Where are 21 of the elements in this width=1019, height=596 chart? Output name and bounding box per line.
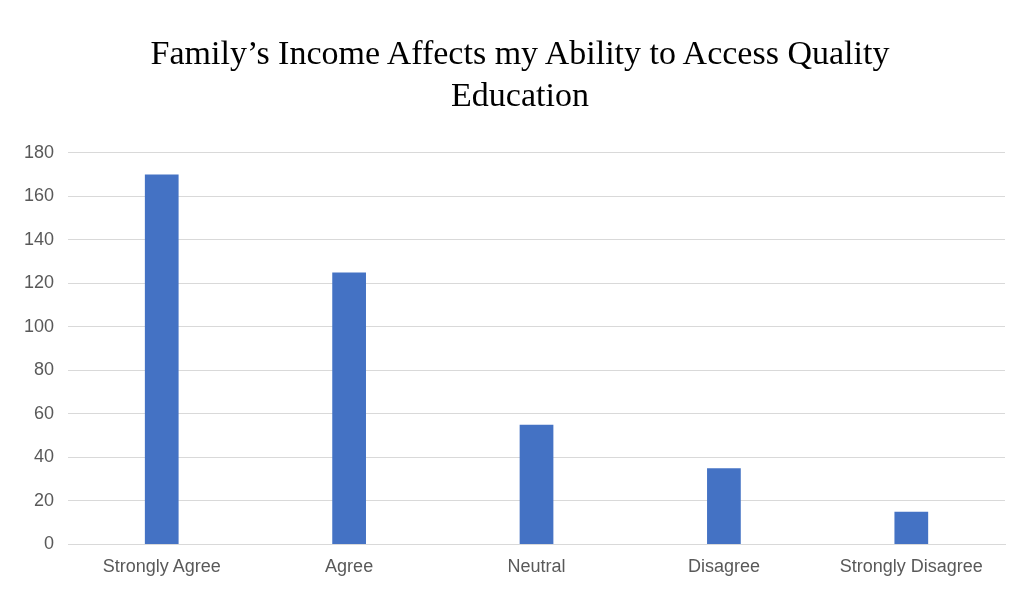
bar	[707, 468, 741, 544]
bar	[894, 511, 929, 544]
bar	[332, 272, 366, 544]
chart-title: Family’s Income Affects my Ability to Access Quality Education	[150, 33, 890, 115]
y-tick-label: 20	[34, 489, 55, 510]
x-tick-label: Strongly Agree	[102, 556, 221, 577]
bar	[144, 174, 179, 544]
y-tick-label: 0	[44, 533, 55, 554]
y-tick-label: 40	[34, 446, 55, 467]
y-tick-label: 60	[34, 402, 55, 423]
bar	[519, 424, 554, 544]
x-tick-label: Disagree	[687, 556, 760, 577]
y-tick-label: 120	[23, 272, 55, 293]
y-tick-label: 160	[23, 185, 55, 206]
y-tick-label: 180	[23, 141, 55, 162]
x-tick-label: Strongly Disagree	[839, 556, 983, 577]
y-tick-label: 140	[23, 228, 55, 249]
y-tick-label: 80	[34, 359, 55, 380]
x-tick-label: Neutral	[507, 556, 566, 577]
x-tick-label: Agree	[325, 556, 374, 577]
y-tick-label: 100	[23, 315, 55, 336]
